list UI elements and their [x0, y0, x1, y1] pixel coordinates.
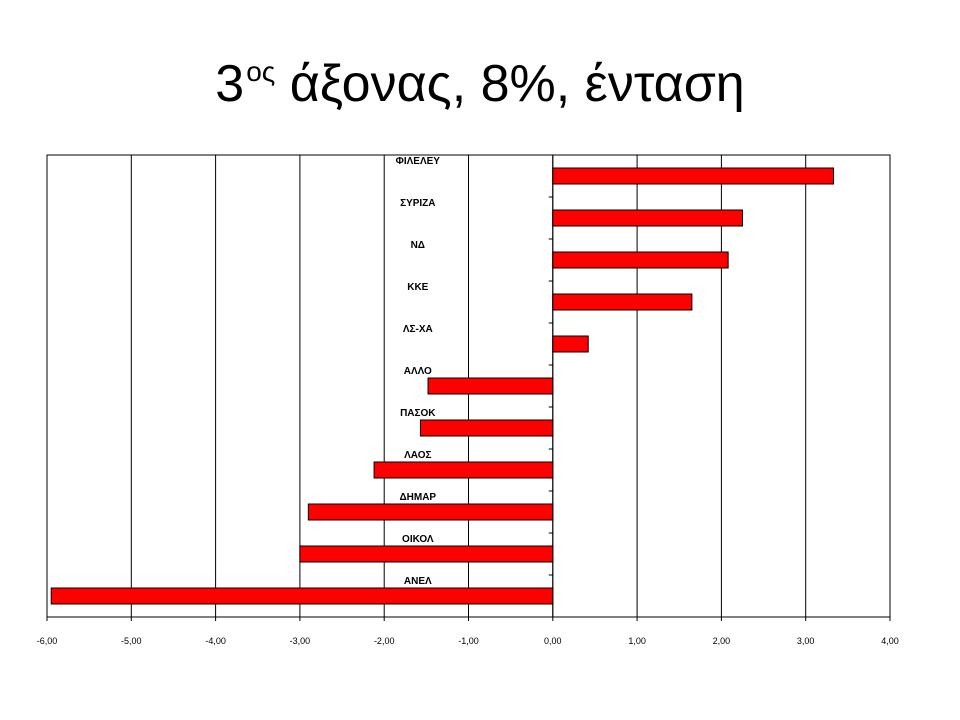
- x-tick-label: -3,00: [290, 636, 311, 646]
- bar-0: [552, 167, 835, 185]
- title-superscript: ος: [246, 56, 276, 87]
- x-tick-label: -4,00: [205, 636, 226, 646]
- x-tick-label: -5,00: [121, 636, 142, 646]
- category-label: ΑΛΛΟ: [404, 366, 432, 377]
- category-label: ΦΙΛΕΛΕΥ: [396, 156, 441, 167]
- bar-4: [552, 335, 589, 353]
- category-label: ΛΑΟΣ: [404, 450, 431, 461]
- bar-9: [299, 545, 554, 563]
- bar-6: [419, 419, 554, 437]
- bar-1: [552, 209, 743, 227]
- slide-title: 3ος άξονας, 8%, ένταση: [0, 55, 960, 113]
- title-prefix: 3: [215, 55, 245, 113]
- bar-8: [307, 503, 554, 521]
- category-label: ΝΔ: [411, 240, 425, 251]
- category-label: ΟΙΚΟΛ: [402, 534, 434, 545]
- bar-2: [552, 251, 729, 269]
- bar-7: [373, 461, 554, 479]
- bar-10: [50, 587, 554, 605]
- x-tick-label: 0,00: [544, 636, 562, 646]
- x-tick-label: 3,00: [797, 636, 815, 646]
- title-rest: άξονας, 8%, ένταση: [275, 55, 745, 113]
- category-label: ΠΑΣΟΚ: [400, 408, 436, 419]
- x-tick-label: -2,00: [374, 636, 395, 646]
- bar-5: [427, 377, 554, 395]
- category-label: ΑΝΕΛ: [404, 576, 432, 587]
- x-tick-label: 1,00: [628, 636, 646, 646]
- x-tick-label: -6,00: [37, 636, 58, 646]
- x-tick-label: -1,00: [458, 636, 479, 646]
- category-label: ΔΗΜΑΡ: [399, 492, 436, 503]
- x-tick-label: 4,00: [881, 636, 899, 646]
- category-label: ΛΣ-ΧΑ: [403, 324, 433, 335]
- bar-3: [552, 293, 693, 311]
- category-label: ΣΥΡΙΖΑ: [400, 198, 435, 209]
- category-label: ΚΚΕ: [407, 282, 428, 293]
- x-tick-label: 2,00: [713, 636, 731, 646]
